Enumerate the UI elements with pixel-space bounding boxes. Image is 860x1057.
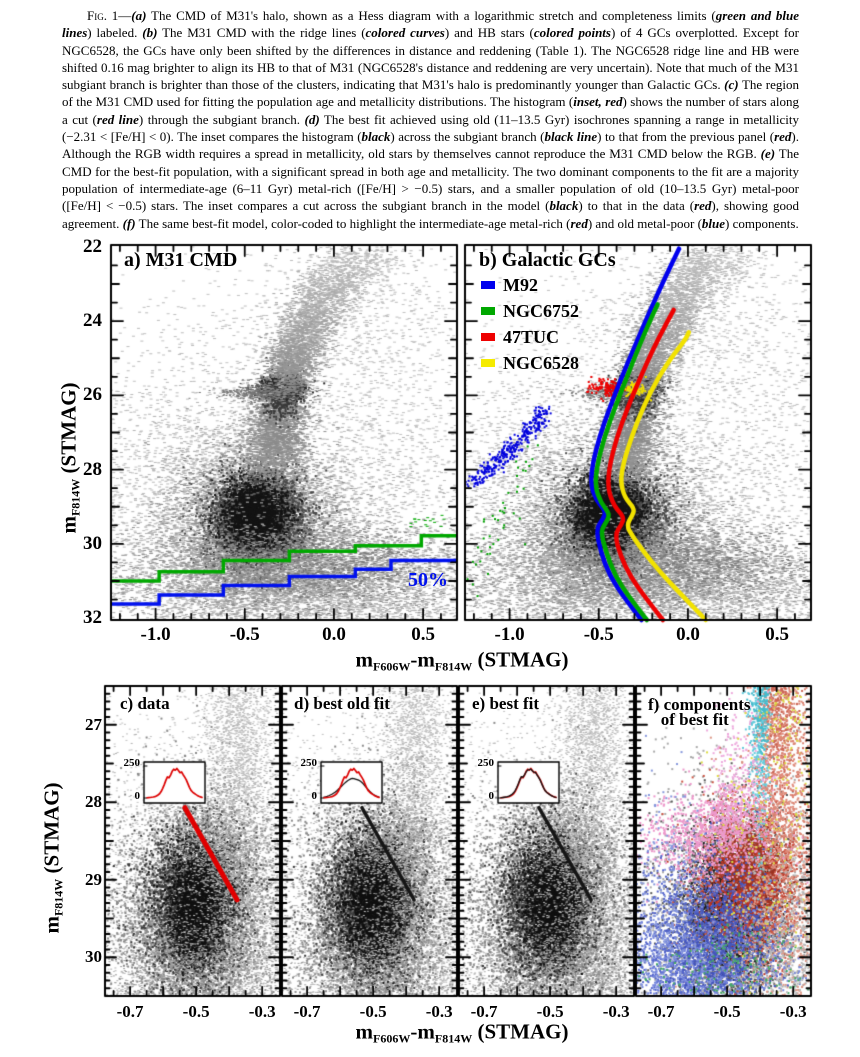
figure-caption: Fig. 1—(a) The CMD of M31's halo, shown … — [62, 8, 800, 231]
